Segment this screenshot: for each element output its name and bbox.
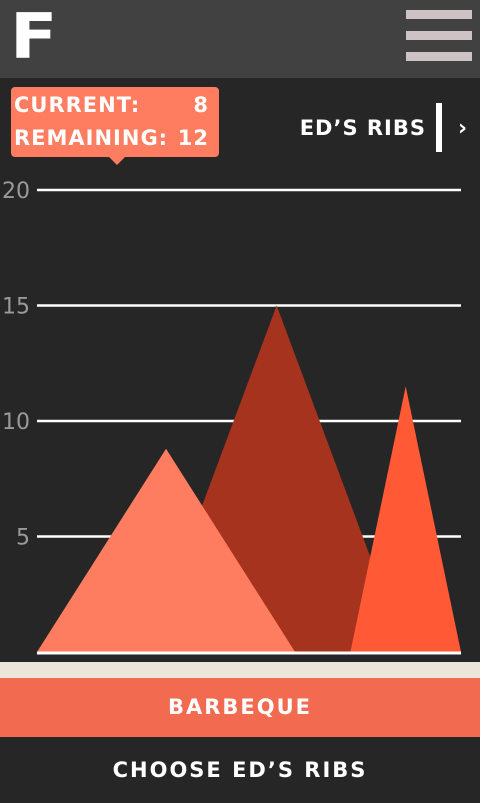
- top-bar: F: [0, 0, 480, 78]
- app-logo[interactable]: F: [10, 0, 58, 73]
- choose-eds-ribs-button[interactable]: CHOOSE ED’S RIBS: [0, 737, 480, 800]
- remaining-value: 12: [177, 126, 209, 150]
- series-title: ED’S RIBS: [299, 116, 426, 140]
- y-tick-label: 5: [16, 526, 30, 551]
- chart-peak-2[interactable]: [350, 386, 461, 652]
- title-divider: [436, 103, 442, 152]
- y-tick-label: 10: [2, 410, 30, 435]
- y-tick-label: 20: [2, 179, 30, 204]
- chart-peak-3[interactable]: [37, 448, 296, 652]
- progress-tooltip: CURRENT: 8 REMAINING: 12: [11, 87, 219, 165]
- menu-bar-line: [406, 31, 472, 40]
- hamburger-menu-icon[interactable]: [406, 10, 474, 62]
- menu-bar-line: [406, 52, 472, 61]
- remaining-row: REMAINING: 12: [14, 123, 211, 153]
- menu-bar-line: [406, 10, 472, 19]
- current-label: CURRENT:: [14, 93, 141, 117]
- current-value: 8: [193, 93, 209, 117]
- current-row: CURRENT: 8: [14, 90, 211, 120]
- chart: 20 15 10 5: [2, 179, 461, 655]
- y-tick-label: 15: [2, 295, 30, 320]
- barbeque-button[interactable]: BARBEQUE: [0, 678, 480, 737]
- remaining-label: REMAINING:: [14, 126, 169, 150]
- chevron-right-icon[interactable]: ›: [458, 116, 468, 141]
- divider-strip: [0, 662, 480, 678]
